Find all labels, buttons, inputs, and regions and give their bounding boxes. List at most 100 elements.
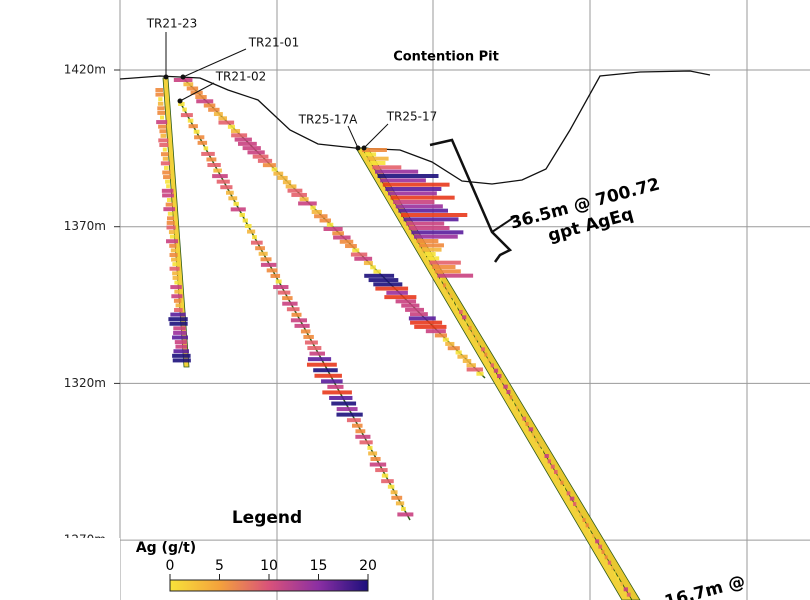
assay-bar (446, 288, 449, 293)
assay-bar (203, 103, 216, 108)
assay-bar (178, 102, 185, 106)
assay-bar (257, 158, 273, 163)
assay-bar (509, 395, 513, 400)
assay-bar (462, 358, 472, 363)
assay-bar (336, 407, 358, 412)
assay-bar (390, 490, 398, 495)
assay-bar (173, 298, 182, 303)
assay-bar (163, 175, 171, 180)
assay-bar (163, 165, 169, 170)
assay-bar (173, 326, 186, 331)
assay-bar (155, 92, 164, 97)
assay-bar (250, 240, 263, 245)
assay-bar (291, 192, 307, 197)
assay-bar (388, 191, 437, 196)
assay-bar (410, 320, 443, 325)
assay-bar (440, 278, 442, 282)
assay-bar (282, 301, 298, 306)
assay-bar (188, 124, 198, 129)
assay-bar (391, 495, 403, 500)
assay-bar (247, 229, 256, 234)
intercept-line: 16.7m @ (663, 572, 748, 600)
assay-bar (607, 560, 612, 565)
assay-bar (465, 320, 467, 325)
assay-bar (165, 202, 173, 207)
assay-bars (155, 78, 631, 597)
assay-bar (576, 507, 579, 512)
assay-bar (319, 218, 331, 223)
assay-bar (160, 115, 164, 120)
hole-label: TR25-17 (386, 110, 438, 124)
assay-bar (401, 506, 406, 511)
assay-bar (247, 150, 265, 155)
assay-bar (313, 368, 338, 373)
assay-bar (220, 185, 233, 190)
assay-bar (359, 440, 373, 445)
intercept-text: 16.7m @ (663, 572, 748, 600)
assay-bar (569, 496, 575, 501)
assay-bar (157, 106, 165, 111)
legend-scale-title: Ag (g/t) (136, 540, 196, 556)
assay-bar (490, 363, 495, 368)
assay-bar (401, 213, 468, 217)
legend-title: Legend (232, 508, 302, 528)
assay-bar (355, 429, 366, 434)
assay-bar (273, 171, 284, 176)
assay-bar (218, 120, 235, 125)
hole-label: TR21-23 (146, 17, 198, 31)
assay-bar (157, 101, 164, 106)
assay-bar (270, 273, 281, 278)
assay-bar (290, 318, 308, 323)
assay-bar (194, 135, 205, 140)
assay-bar (300, 329, 311, 334)
assay-bar (175, 303, 181, 308)
assay-bar (424, 252, 436, 256)
assay-bar (626, 592, 631, 597)
assay-bar (531, 432, 535, 437)
assay-bar (563, 486, 566, 490)
assay-bar (373, 282, 403, 287)
assay-bar (455, 304, 458, 309)
assay-bar (174, 289, 180, 294)
assay-bar (370, 265, 376, 270)
assay-bar (462, 315, 467, 320)
assay-bar (197, 140, 208, 145)
assay-bar (595, 539, 600, 544)
assay-bar (303, 334, 314, 339)
assay-bar (227, 124, 235, 129)
assay-bar (326, 222, 334, 227)
assay-bar (382, 182, 450, 187)
assay-bar (242, 218, 248, 223)
assay-bar (173, 330, 187, 335)
assay-bar (588, 528, 591, 533)
assay-bar (620, 582, 624, 586)
assay-bar (408, 316, 436, 321)
assay-bar (375, 169, 419, 174)
assay-bar (406, 221, 445, 226)
assay-bar (476, 371, 484, 376)
assay-bar (173, 349, 190, 354)
assay-bar (329, 395, 353, 400)
assay-bar (550, 464, 555, 469)
pit-label: Contention Pit (393, 50, 499, 65)
assay-bar (172, 275, 179, 280)
legend-tick-label: 15 (310, 558, 328, 574)
assay-bar (201, 151, 215, 156)
assay-bar (538, 443, 541, 448)
assay-bar (304, 340, 318, 345)
assay-bar (393, 200, 435, 204)
assay-bar (244, 224, 252, 229)
assay-bar (369, 161, 386, 165)
assay-bar (416, 239, 439, 243)
assay-bar (408, 226, 450, 230)
assay-bar (375, 468, 388, 473)
assay-bar (218, 116, 227, 121)
hole-label: TR21-01 (248, 36, 300, 50)
assay-bar (228, 196, 238, 201)
assay-bar (380, 178, 426, 183)
assay-bar (425, 329, 446, 334)
assay-bar (452, 299, 455, 304)
assay-bar (207, 163, 221, 168)
assay-bar (162, 156, 169, 161)
